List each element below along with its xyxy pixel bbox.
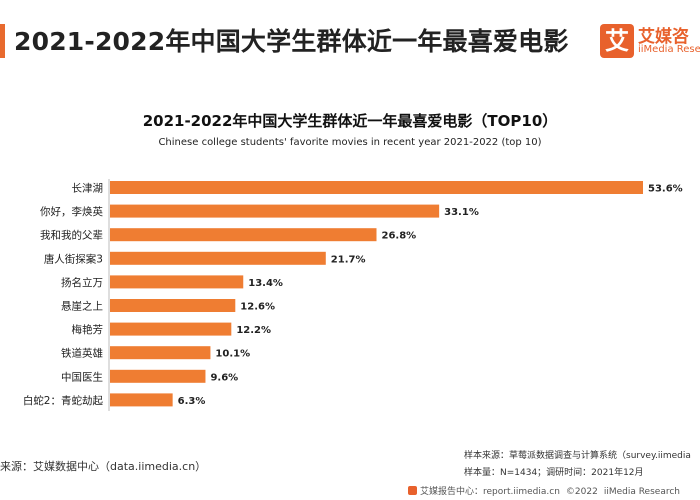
brand-name-cn: 艾媒咨 <box>638 27 689 47</box>
bar <box>110 275 244 289</box>
brand-name-en: iiMedia Rese <box>638 44 700 55</box>
bar <box>110 393 173 407</box>
category-label: 中国医生 <box>61 370 103 383</box>
category-label: 扬名立万 <box>61 276 103 289</box>
bar <box>110 322 232 336</box>
category-label: 你好，李焕英 <box>40 205 103 218</box>
value-label: 10.1% <box>215 349 250 360</box>
footer-sample-source: 样本来源：草莓派数据调查与计算系统（survey.iimedia <box>464 451 691 461</box>
category-label: 白蛇2：青蛇劫起 <box>23 394 104 407</box>
value-label: 12.2% <box>236 325 271 336</box>
footer-source: 来源：艾媒数据中心（data.iimedia.cn） <box>0 460 207 473</box>
category-label: 我和我的父辈 <box>40 229 103 242</box>
value-label: 12.6% <box>240 302 275 313</box>
footer-copyright: ©2022 <box>565 487 598 497</box>
category-label: 梅艳芳 <box>72 323 104 336</box>
bar <box>110 346 211 360</box>
value-label: 9.6% <box>210 372 238 383</box>
category-label: 铁道英雄 <box>61 347 103 360</box>
category-label: 悬崖之上 <box>61 300 103 313</box>
footer-company: iiMedia Research <box>603 487 680 497</box>
bar <box>110 204 440 218</box>
value-label: 33.1% <box>444 207 479 218</box>
chart-subtitle: Chinese college students' favorite movie… <box>158 137 542 148</box>
bar <box>110 369 206 383</box>
value-label: 13.4% <box>248 278 283 289</box>
bar <box>110 251 326 265</box>
category-label: 长津湖 <box>72 183 104 195</box>
page-title: 2021-2022年中国大学生群体近一年最喜爱电影 <box>14 27 569 56</box>
footer-sample-size: 样本量：N=1434；调研时间：2021年12月 <box>464 468 644 478</box>
chart-title: 2021-2022年中国大学生群体近一年最喜爱电影（TOP10） <box>142 112 558 130</box>
bar <box>110 299 236 312</box>
value-label: 6.3% <box>178 396 206 407</box>
value-label: 53.6% <box>648 184 683 195</box>
value-label: 26.8% <box>382 231 417 242</box>
iimedia-logo-icon: 艾 <box>600 24 634 58</box>
value-label: 21.7% <box>331 254 366 265</box>
bar <box>110 228 377 242</box>
footer-report-center: 艾媒报告中心：report.iimedia.cn <box>420 487 560 497</box>
header-accent-bar <box>0 24 5 58</box>
footer-bottom-bar: 艾媒报告中心：report.iimedia.cn ©2022 iiMedia Res… <box>408 484 686 497</box>
brand-logo-block: 艾 艾媒咨 iiMedia Rese <box>598 22 700 62</box>
bar <box>110 181 643 194</box>
category-label: 唐人街探案3 <box>44 252 103 265</box>
report-center-icon <box>408 486 417 495</box>
